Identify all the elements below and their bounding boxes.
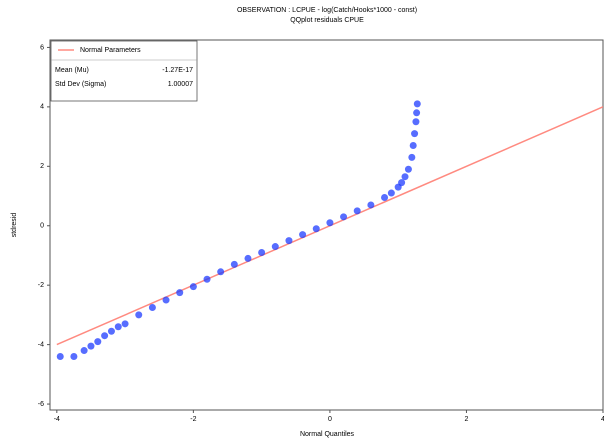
point — [87, 342, 95, 350]
x-tick-label: 2 — [465, 416, 469, 423]
point — [353, 207, 361, 215]
point — [398, 179, 406, 187]
plot-frame — [49, 39, 604, 411]
point — [203, 275, 211, 283]
x-tick-label: -4 — [54, 416, 60, 423]
point — [80, 347, 88, 355]
y-tick-label: 0 — [40, 223, 44, 230]
point — [413, 109, 421, 117]
point — [285, 237, 293, 245]
x-axis-label: Normal Quantiles — [300, 431, 355, 438]
point — [401, 173, 409, 181]
plot-area — [56, 100, 603, 361]
chart-title: OBSERVATION : LCPUE - log(Catch/Hooks*10… — [237, 7, 417, 14]
point — [114, 323, 122, 331]
point — [135, 311, 143, 319]
chart-subtitle: QQplot residuals CPUE — [290, 17, 364, 24]
y-tick-label: -4 — [38, 341, 44, 348]
point — [121, 320, 129, 328]
point — [176, 289, 184, 297]
point — [101, 332, 109, 340]
point — [409, 142, 417, 150]
point — [412, 118, 420, 126]
point — [189, 283, 197, 291]
stat-label: Mean (Mu) — [55, 67, 89, 74]
y-axis-label: stdresid — [11, 213, 18, 238]
point — [381, 194, 389, 202]
point — [413, 100, 421, 108]
x-tick-label: 0 — [328, 416, 332, 423]
point — [244, 254, 252, 262]
point — [299, 231, 307, 239]
point — [56, 353, 64, 361]
y-tick-label: -6 — [38, 401, 44, 408]
y-tick-label: 4 — [40, 104, 44, 111]
point — [271, 243, 279, 251]
point — [107, 327, 115, 335]
y-tick-label: -2 — [38, 282, 44, 289]
point — [148, 303, 156, 311]
point — [387, 189, 395, 197]
point — [411, 130, 419, 138]
stat-value: -1.27E-17 — [162, 67, 193, 74]
stat-value: 1.00007 — [168, 81, 193, 88]
x-tick-label: -2 — [190, 416, 196, 423]
legend-label: Normal Parameters — [80, 47, 141, 54]
x-tick-label: 4 — [601, 416, 604, 423]
point — [94, 338, 102, 346]
point — [404, 165, 412, 173]
point — [70, 353, 78, 361]
point — [326, 219, 334, 227]
legend-box — [50, 40, 198, 102]
point — [367, 201, 375, 209]
point — [162, 296, 170, 304]
y-tick-label: 2 — [40, 163, 44, 170]
legend: Normal Parameters Mean (Mu) -1.27E-17 Std D… — [50, 40, 198, 102]
point — [217, 268, 225, 276]
point — [230, 260, 238, 268]
point — [340, 213, 348, 221]
point — [258, 248, 266, 256]
point — [408, 153, 416, 161]
point — [312, 225, 320, 233]
stat-label: Std Dev (Sigma) — [55, 81, 106, 88]
y-tick-label: 6 — [40, 44, 44, 51]
